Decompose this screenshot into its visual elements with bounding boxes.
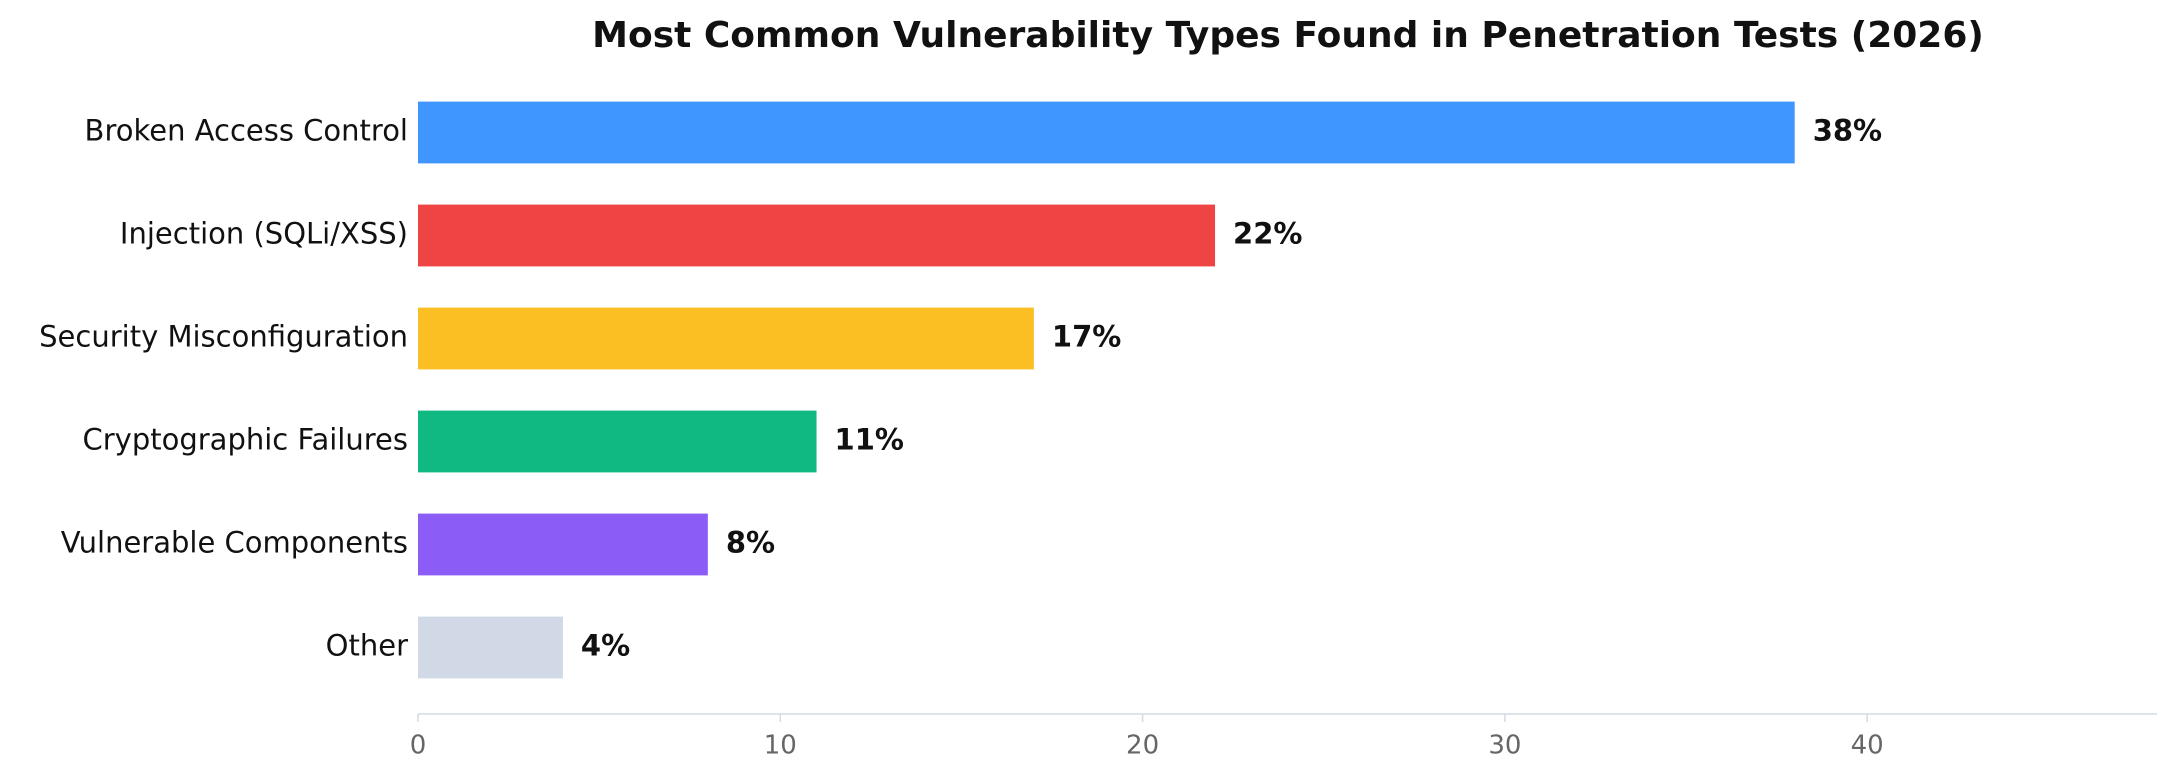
- bar: [418, 101, 1795, 164]
- y-tick-label: Injection (SQLi/XSS): [120, 217, 408, 251]
- x-tick-label: 10: [764, 731, 797, 761]
- y-tick-label: Security Misconfiguration: [39, 320, 408, 354]
- y-tick-label: Other: [326, 629, 408, 663]
- y-tick-label: Broken Access Control: [85, 114, 408, 148]
- x-tick-label: 30: [1488, 731, 1521, 761]
- bar: [418, 616, 563, 679]
- bar: [418, 410, 817, 473]
- value-label: 38%: [1813, 114, 1882, 148]
- bar: [418, 513, 708, 576]
- x-tick-label: 0: [410, 731, 427, 761]
- value-label: 4%: [581, 629, 630, 663]
- bar: [418, 204, 1216, 267]
- value-label: 11%: [835, 423, 904, 457]
- x-tick-label: 20: [1126, 731, 1159, 761]
- y-tick-label: Vulnerable Components: [61, 526, 408, 560]
- value-label: 8%: [726, 526, 775, 560]
- bar: [418, 307, 1034, 370]
- y-tick-label: Cryptographic Failures: [83, 423, 409, 457]
- x-tick-label: 40: [1851, 731, 1884, 761]
- chart-title: Most Common Vulnerability Types Found in…: [592, 15, 1984, 56]
- value-label: 17%: [1052, 320, 1121, 354]
- value-label: 22%: [1233, 217, 1302, 251]
